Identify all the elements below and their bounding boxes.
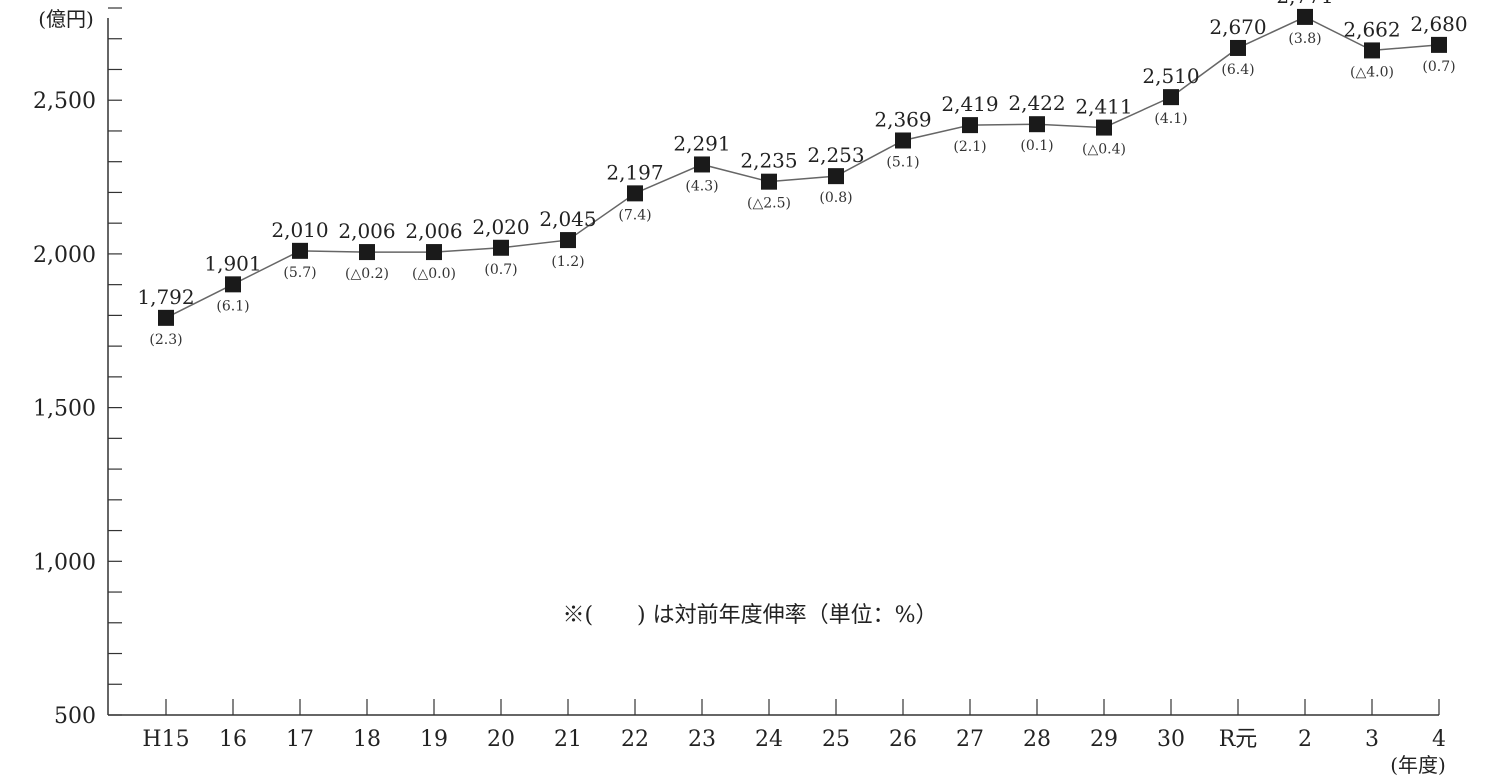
- data-value-label: 2,253: [807, 143, 864, 167]
- data-value-label: 2,010: [271, 218, 328, 242]
- y-tick-label: 1,000: [33, 550, 96, 575]
- growth-rate-label: (△2.5): [747, 196, 791, 212]
- data-value-label: 2,006: [338, 219, 395, 243]
- growth-rate-label: (6.4): [1221, 62, 1254, 78]
- x-tick-label: 26: [889, 727, 917, 752]
- growth-rate-label: (0.7): [1422, 59, 1455, 75]
- x-tick-label: 20: [487, 727, 515, 752]
- data-point-marker: [895, 132, 911, 149]
- growth-rate-label: (1.2): [551, 254, 584, 270]
- data-value-label: 2,670: [1209, 15, 1266, 39]
- data-value-label: 2,197: [606, 160, 663, 184]
- growth-rate-label: (4.3): [685, 178, 718, 194]
- y-axis-unit-label: (億円): [38, 7, 94, 31]
- data-point-marker: [627, 185, 643, 202]
- x-tick-label: 19: [420, 727, 448, 752]
- data-point-marker: [292, 242, 308, 259]
- y-tick-label: 2,000: [33, 243, 96, 268]
- x-tick-label: 21: [554, 727, 582, 752]
- data-marks: 1,792 (2.3) 1,901 (6.1) 2,010 (5.7) 2,006 (△0.2…: [137, 0, 1467, 348]
- data-point-marker: [1431, 36, 1447, 53]
- growth-rate-label: (0.1): [1020, 138, 1053, 154]
- data-point-marker: [761, 173, 777, 190]
- growth-rate-label: (△4.0): [1350, 64, 1394, 80]
- growth-rate-label: (5.7): [283, 265, 316, 281]
- x-tick-label: 29: [1090, 727, 1118, 752]
- growth-rate-label: (2.3): [149, 332, 182, 348]
- data-value-label: 2,411: [1075, 95, 1132, 119]
- x-tick-label: 30: [1157, 727, 1185, 752]
- x-tick-label: 23: [688, 727, 716, 752]
- data-value-label: 2,422: [1008, 91, 1065, 115]
- data-value-label: 2,510: [1142, 64, 1199, 88]
- data-point-marker: [359, 244, 375, 261]
- x-tick-label: 24: [755, 727, 783, 752]
- x-tick-label: 16: [219, 727, 247, 752]
- data-value-label: 2,369: [874, 107, 931, 131]
- growth-rate-label: (3.8): [1288, 31, 1321, 47]
- x-tick-label: 2: [1298, 727, 1312, 752]
- data-point-marker: [694, 156, 710, 173]
- growth-rate-label: (△0.4): [1082, 142, 1126, 158]
- x-tick-label: 3: [1365, 727, 1379, 752]
- data-point-marker: [1297, 8, 1313, 25]
- growth-rate-label: (4.1): [1154, 111, 1187, 127]
- growth-rate-label: (△0.2): [345, 266, 389, 282]
- x-tick-label: 27: [956, 727, 984, 752]
- data-point-marker: [493, 239, 509, 256]
- growth-rate-label: (7.4): [618, 207, 651, 223]
- data-point-marker: [1029, 116, 1045, 133]
- data-point-marker: [1230, 39, 1246, 56]
- data-value-label: 2,419: [941, 92, 998, 116]
- growth-rate-note: ※( ) は対前年度伸率（単位：%）: [562, 603, 937, 628]
- data-point-marker: [828, 168, 844, 185]
- growth-rate-label: (△0.0): [412, 266, 456, 282]
- data-value-label: 2,006: [405, 219, 462, 243]
- y-tick-label: 2,500: [33, 89, 96, 114]
- data-value-label: 2,680: [1410, 12, 1467, 36]
- x-tick-label: 25: [822, 727, 850, 752]
- growth-rate-label: (6.1): [216, 298, 249, 314]
- series-line: [165, 16, 1440, 319]
- data-point-marker: [962, 117, 978, 134]
- data-point-marker: [225, 276, 241, 293]
- x-tick-label: H15: [142, 727, 189, 752]
- x-tick-label: 18: [353, 727, 381, 752]
- x-tick-label: 22: [621, 727, 649, 752]
- series-polyline: [165, 16, 1440, 319]
- data-point-marker: [426, 244, 442, 261]
- y-tick-label: 500: [54, 704, 96, 729]
- data-value-label: 2,020: [472, 215, 529, 239]
- x-axis-unit-label: (年度): [1390, 753, 1446, 777]
- growth-rate-label: (5.1): [886, 154, 919, 170]
- y-tick-label: 1,500: [33, 397, 96, 422]
- growth-rate-label: (0.7): [484, 262, 517, 278]
- data-value-label: 2,045: [539, 207, 596, 231]
- x-tick-label: R元: [1219, 727, 1258, 752]
- growth-rate-label: (2.1): [953, 139, 986, 155]
- data-point-marker: [158, 309, 174, 326]
- data-value-label: 2,771: [1276, 0, 1333, 8]
- data-point-marker: [560, 232, 576, 249]
- data-point-marker: [1096, 119, 1112, 136]
- data-point-marker: [1364, 42, 1380, 59]
- x-tick-label: 4: [1432, 727, 1446, 752]
- data-value-label: 1,901: [204, 251, 261, 275]
- x-tick-label: 17: [286, 727, 314, 752]
- data-value-label: 2,291: [673, 131, 730, 155]
- growth-rate-label: (0.8): [819, 190, 852, 206]
- data-value-label: 2,662: [1343, 17, 1400, 41]
- x-tick-label: 28: [1023, 727, 1051, 752]
- data-point-marker: [1163, 89, 1179, 106]
- data-value-label: 2,235: [740, 149, 797, 173]
- data-value-label: 1,792: [137, 285, 194, 309]
